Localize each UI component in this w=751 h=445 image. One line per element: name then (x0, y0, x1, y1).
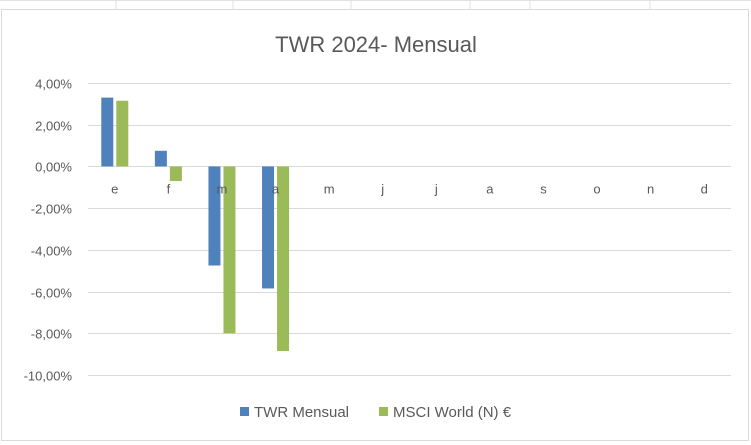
legend-swatch (379, 407, 388, 416)
y-tick-label: -2,00% (31, 202, 73, 217)
x-tick-label: m (324, 181, 335, 196)
y-tick-label: -6,00% (31, 286, 73, 301)
y-axis-tick-labels: 4,00% 2,00% 0,00% -2,00% -4,00% -6,00% -8,00% -… (24, 77, 73, 384)
bar-msci-world-2[interactable] (223, 166, 236, 334)
bar-twr-mensual-1[interactable] (154, 150, 167, 167)
bars (101, 97, 290, 352)
x-tick-label: e (111, 181, 118, 196)
x-tick-label: o (593, 181, 600, 196)
y-tick-label: 2,00% (35, 119, 72, 134)
x-tick-label: f (167, 181, 171, 196)
bar-twr-mensual-0[interactable] (101, 97, 114, 167)
legend-label: MSCI World (N) € (393, 404, 512, 421)
legend-label: TWR Mensual (254, 404, 349, 421)
x-tick-label: m (217, 181, 228, 196)
chart-title: TWR 2024- Mensual (275, 32, 477, 57)
x-tick-label: s (540, 181, 547, 196)
spreadsheet-grid-background (0, 0, 751, 12)
y-tick-label: 4,00% (35, 77, 72, 92)
bar-msci-world-3[interactable] (277, 166, 290, 352)
bar-twr-mensual-2[interactable] (208, 166, 221, 266)
bar-twr-mensual-3[interactable] (262, 166, 275, 289)
x-tick-label: n (647, 181, 654, 196)
x-tick-label: a (486, 181, 494, 196)
x-tick-label: j (434, 181, 438, 196)
y-tick-label: 0,00% (35, 160, 72, 175)
legend-swatch (240, 407, 249, 416)
legend[interactable]: TWR Mensual MSCI World (N) € (240, 404, 512, 421)
bar-msci-world-1[interactable] (169, 166, 182, 182)
y-tick-label: -10,00% (24, 369, 73, 384)
gridlines (88, 83, 731, 376)
x-tick-label: a (272, 181, 280, 196)
x-tick-label: d (701, 181, 708, 196)
x-tick-label: j (380, 181, 384, 196)
chart-area[interactable] (1, 9, 749, 441)
y-tick-label: -8,00% (31, 327, 73, 342)
y-tick-label: -4,00% (31, 244, 73, 259)
bar-msci-world-0[interactable] (116, 100, 129, 167)
